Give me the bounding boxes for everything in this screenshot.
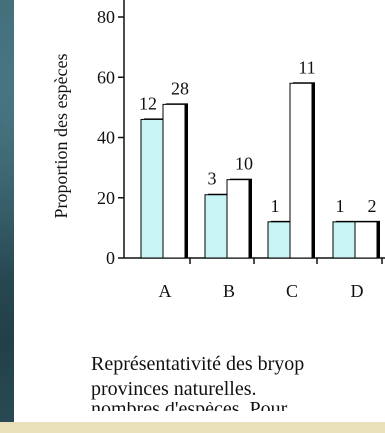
bar-label-C-0: 1 <box>271 196 280 216</box>
bars <box>140 82 380 259</box>
y-tick-label-1: 20 <box>97 188 115 208</box>
x-tick-label-D: D <box>351 281 364 301</box>
bar-label-A-0: 12 <box>139 93 157 113</box>
figure-caption: Représentativité des bryop provinces nat… <box>91 352 385 411</box>
y-ticks: 0 20 40 60 80 <box>97 7 124 268</box>
x-tick-label-B: B <box>223 281 235 301</box>
y-axis-label: Proportion des espèces <box>51 54 71 219</box>
bar-B-1 <box>226 179 250 259</box>
bar-label-D-0: 1 <box>336 196 345 216</box>
bar-label-B-0: 3 <box>208 169 217 189</box>
y-tick-label-4: 80 <box>97 7 115 27</box>
bar-A-0 <box>140 118 164 259</box>
bar-A-1 <box>162 103 186 259</box>
bar-D-1 <box>354 221 378 259</box>
bar-label-A-1: 28 <box>171 78 189 98</box>
bar-label-B-1: 10 <box>235 154 253 174</box>
x-tick-label-A: A <box>159 281 172 301</box>
bar-D-0 <box>332 221 356 259</box>
bottom-strip <box>0 422 385 433</box>
bar-B-0 <box>204 194 228 259</box>
caption-line-2: provinces naturelles. <box>91 378 257 400</box>
bar-label-C-1: 11 <box>298 57 315 77</box>
caption-line-1: Représentativité des bryop <box>91 353 305 375</box>
document-page <box>14 0 385 433</box>
bar-C-1 <box>289 82 313 259</box>
x-tick-label-C: C <box>286 281 298 301</box>
y-tick-label-0: 0 <box>106 248 115 268</box>
y-tick-label-2: 40 <box>97 128 115 148</box>
x-ticks: A B C D <box>159 258 383 301</box>
caption-line-3: nombres d'espèces. Pour <box>91 402 385 411</box>
y-tick-label-3: 60 <box>97 67 115 87</box>
bar-label-D-1: 2 <box>368 196 377 216</box>
bar-C-0 <box>267 221 291 259</box>
